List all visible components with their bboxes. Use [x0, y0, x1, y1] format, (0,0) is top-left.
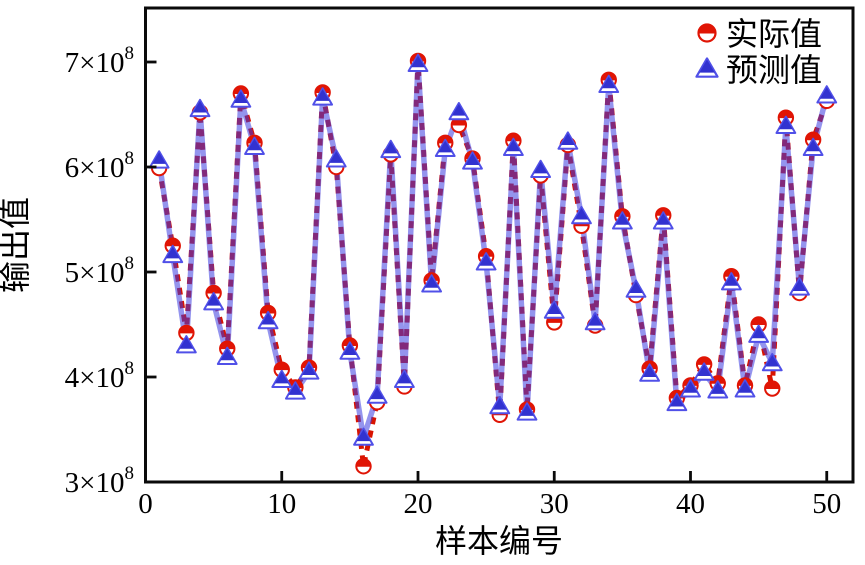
predicted-point: [189, 98, 211, 118]
legend-label-predicted: 预测值: [726, 52, 822, 88]
predicted-point: [462, 151, 483, 170]
predicted-point: [312, 87, 334, 106]
predicted-point: [216, 346, 238, 365]
half-filled-circle-icon: [697, 23, 717, 43]
predicted-point: [148, 150, 170, 169]
x-tick-label: 30: [540, 488, 569, 520]
predicted-point: [298, 361, 320, 380]
predicted-point: [748, 324, 770, 343]
predicted-point: [543, 300, 565, 319]
predicted-point: [230, 89, 252, 108]
actual-point: [178, 324, 195, 342]
predicted-point: [680, 379, 701, 398]
predicted-point: [284, 381, 306, 400]
predicted-point: [257, 310, 279, 330]
x-tick-label: 0: [138, 488, 153, 520]
predicted-series-line: [156, 61, 830, 441]
predicted-point: [557, 131, 579, 150]
y-tick-label: 4×108: [65, 358, 134, 394]
x-tick-label: 10: [267, 488, 296, 520]
actual-point: [273, 361, 290, 378]
x-tick-label: 50: [812, 488, 841, 520]
predicted-point: [162, 244, 184, 264]
predicted-point: [366, 385, 388, 404]
predicted-point: [639, 363, 661, 382]
predicted-point: [666, 392, 688, 412]
predicted-point: [652, 211, 674, 230]
predicted-point: [707, 380, 729, 399]
y-axis-label: 输出值: [0, 197, 33, 293]
predicted-point: [421, 274, 443, 293]
predicted-point: [720, 272, 742, 291]
predicted-point: [598, 74, 620, 93]
predicted-point: [448, 101, 470, 121]
predicted-point: [175, 335, 197, 354]
actual-point: [764, 380, 781, 397]
predicted-point: [407, 53, 429, 72]
predicted-point: [516, 402, 538, 421]
predicted-point: [380, 139, 402, 159]
predicted-point: [611, 211, 633, 230]
x-axis-label: 样本编号: [435, 523, 563, 559]
plot-frame: [144, 6, 855, 484]
legend-label-actual: 实际值: [726, 16, 822, 52]
predicted-point: [816, 85, 838, 104]
predicted-point: [802, 137, 824, 156]
predicted-point: [271, 369, 293, 389]
x-tick-label: 20: [404, 488, 433, 520]
predicted-point: [339, 341, 361, 360]
y-tick-label: 6×108: [65, 148, 134, 184]
predicted-point: [393, 369, 415, 389]
predicted-point: [489, 395, 511, 415]
predicted-point: [244, 136, 265, 155]
y-tick-label: 7×108: [65, 43, 134, 79]
predicted-point: [475, 252, 497, 271]
x-tick-label: 40: [676, 488, 705, 520]
predicted-point: [775, 115, 797, 134]
y-tick-label: 3×108: [65, 463, 134, 499]
predicted-point: [625, 279, 647, 298]
predicted-point: [353, 427, 374, 446]
predicted-point: [571, 205, 592, 225]
actual-point: [355, 458, 372, 475]
predicted-point: [434, 138, 456, 158]
predicted-point: [530, 159, 552, 179]
predicted-point: [584, 311, 606, 331]
y-tick-label: 5×108: [65, 253, 134, 289]
predicted-point: [761, 352, 783, 372]
predicted-point: [734, 379, 756, 398]
predicted-point: [502, 137, 524, 156]
predicted-point: [693, 362, 715, 381]
predicted-point: [325, 149, 347, 168]
predicted-point: [789, 277, 810, 296]
half-filled-triangle-icon: [695, 57, 719, 78]
predicted-point: [203, 292, 225, 311]
